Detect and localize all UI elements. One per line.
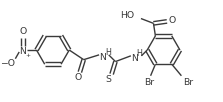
Text: N: N bbox=[131, 54, 138, 63]
Text: N: N bbox=[20, 47, 27, 55]
Text: O: O bbox=[74, 73, 82, 82]
Text: HO: HO bbox=[120, 11, 134, 20]
Text: Br: Br bbox=[183, 78, 193, 87]
Text: O: O bbox=[168, 16, 176, 25]
Text: N: N bbox=[99, 53, 106, 62]
Text: O: O bbox=[19, 27, 27, 36]
Text: H: H bbox=[105, 48, 111, 57]
Text: Br: Br bbox=[145, 78, 155, 87]
Text: +: + bbox=[25, 53, 30, 58]
Text: −O: −O bbox=[0, 59, 15, 68]
Text: H: H bbox=[136, 49, 142, 58]
Text: S: S bbox=[106, 75, 112, 84]
